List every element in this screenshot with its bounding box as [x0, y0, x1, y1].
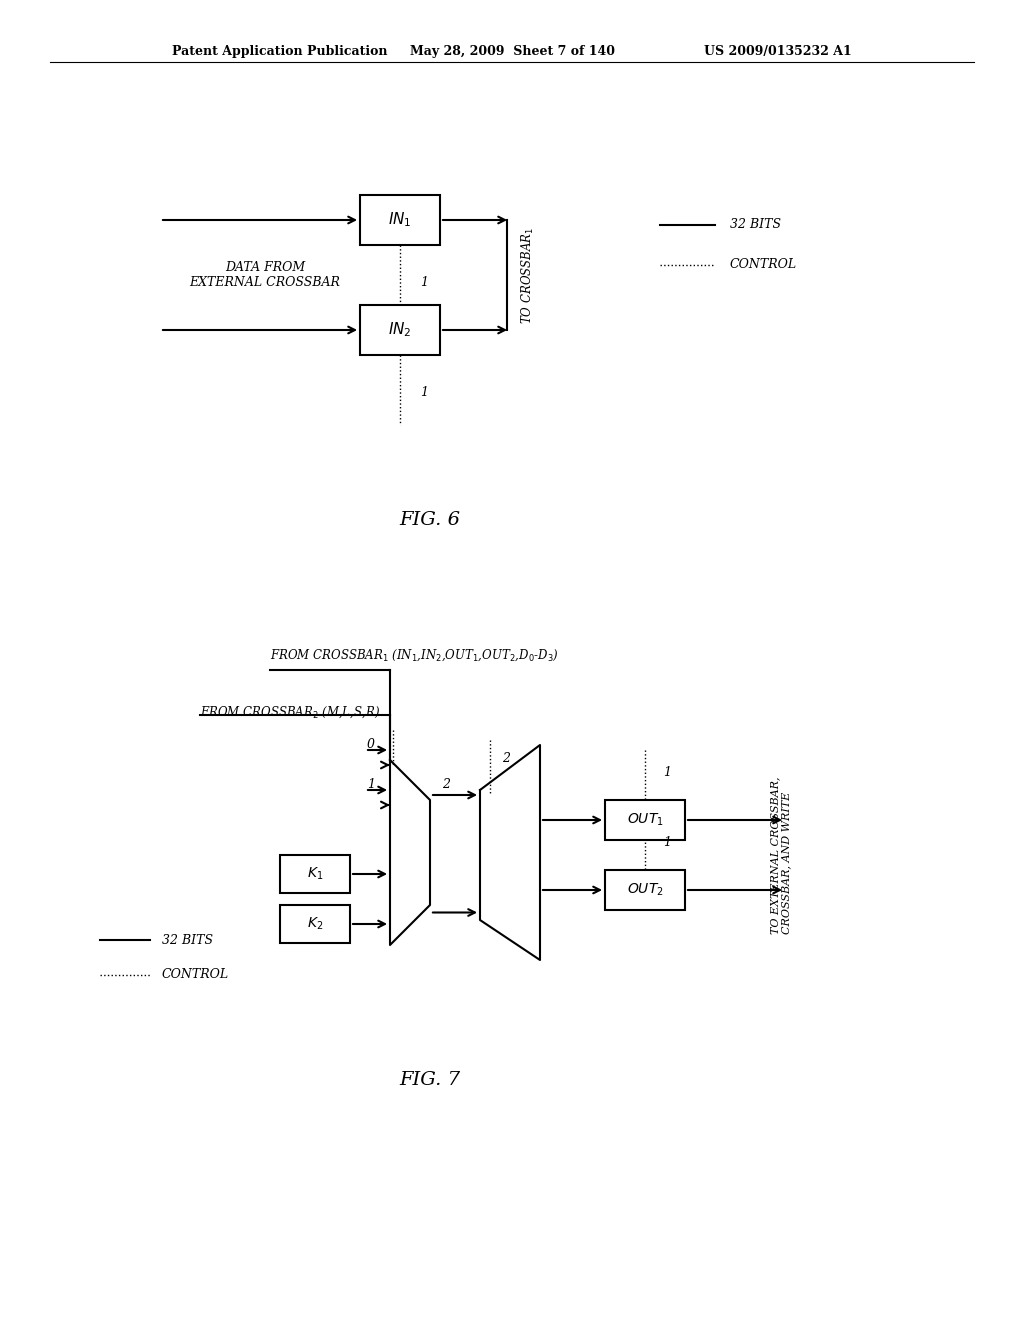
Text: $OUT_1$: $OUT_1$: [627, 812, 664, 828]
Text: 2: 2: [502, 751, 510, 764]
Text: 1: 1: [420, 276, 428, 289]
Bar: [605, 870, 685, 909]
Text: FIG. 7: FIG. 7: [399, 1071, 461, 1089]
Text: FROM CROSSBAR$_1$ (IN$_1$,IN$_2$,OUT$_1$,OUT$_2$,D$_0$-D$_3$): FROM CROSSBAR$_1$ (IN$_1$,IN$_2$,OUT$_1$…: [270, 648, 559, 663]
Text: Patent Application Publication: Patent Application Publication: [172, 45, 387, 58]
Text: FIG. 6: FIG. 6: [399, 511, 461, 529]
Text: FROM CROSSBAR$_2$ (M,L,S,R): FROM CROSSBAR$_2$ (M,L,S,R): [200, 705, 380, 721]
Text: 0: 0: [367, 738, 375, 751]
Text: US 2009/0135232 A1: US 2009/0135232 A1: [705, 45, 852, 58]
Text: May 28, 2009  Sheet 7 of 140: May 28, 2009 Sheet 7 of 140: [410, 45, 614, 58]
Text: 1: 1: [367, 779, 375, 792]
Text: 32 BITS: 32 BITS: [162, 933, 213, 946]
Text: CONTROL: CONTROL: [730, 259, 797, 272]
Text: $K_2$: $K_2$: [307, 916, 324, 932]
Text: TO EXTERNAL CROSSBAR,
CROSSBAR, AND WRITE: TO EXTERNAL CROSSBAR, CROSSBAR, AND WRIT…: [770, 776, 792, 933]
Text: 2: 2: [442, 779, 450, 792]
Bar: [280, 855, 350, 894]
Text: $IN_1$: $IN_1$: [388, 211, 412, 230]
Text: 1: 1: [663, 836, 671, 849]
Bar: [360, 195, 440, 246]
Text: $K_1$: $K_1$: [307, 866, 324, 882]
Text: CONTROL: CONTROL: [162, 969, 229, 982]
Text: DATA FROM
EXTERNAL CROSSBAR: DATA FROM EXTERNAL CROSSBAR: [189, 261, 340, 289]
Text: $IN_2$: $IN_2$: [388, 321, 412, 339]
Text: 32 BITS: 32 BITS: [730, 219, 781, 231]
Bar: [605, 800, 685, 840]
Text: TO CROSSBAR$_1$: TO CROSSBAR$_1$: [520, 226, 536, 323]
Text: 1: 1: [663, 766, 671, 779]
Bar: [280, 906, 350, 942]
Bar: [360, 305, 440, 355]
Text: 1: 1: [420, 387, 428, 400]
Text: $OUT_2$: $OUT_2$: [627, 882, 664, 898]
